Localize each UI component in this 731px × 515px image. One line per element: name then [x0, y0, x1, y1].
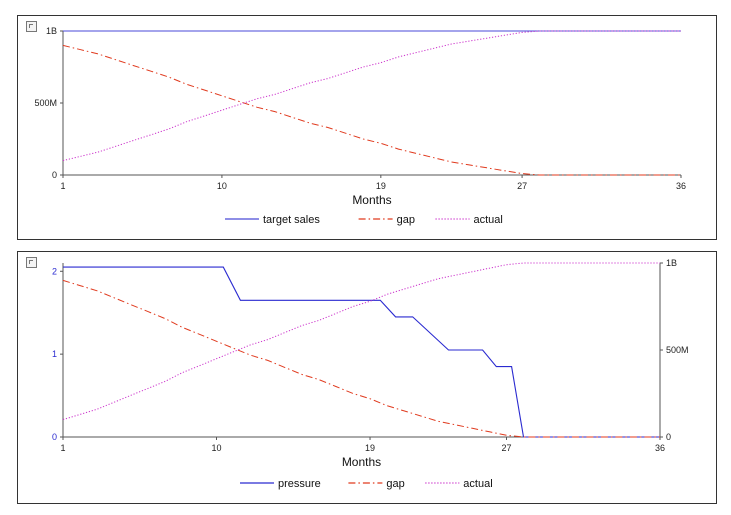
x-tick-label: 19 [365, 443, 375, 453]
legend-label: gap [386, 478, 404, 490]
x-axis-label: Months [352, 193, 391, 207]
x-tick-label: 1 [60, 443, 65, 453]
y-tick-label: 0 [52, 432, 57, 442]
x-tick-label: 1 [60, 181, 65, 191]
chart-panel-2: 1 10 19 27 36 Months 0 1 2 0 500M 1B pressure gap actu… [17, 251, 717, 504]
x-tick-label: 36 [655, 443, 665, 453]
y-tick-label: 500M [34, 98, 57, 108]
y-tick-label: 1B [46, 26, 57, 36]
y-right-tick-label: 1B [666, 258, 677, 268]
legend-label: actual [463, 478, 492, 490]
x-tick-label: 10 [217, 181, 227, 191]
x-tick-label: 10 [212, 443, 222, 453]
x-axis-label: Months [342, 455, 381, 469]
legend-label: pressure [278, 478, 321, 490]
panel-menu-icon[interactable] [26, 21, 37, 32]
legend-label: actual [474, 214, 503, 226]
x-tick-label: 27 [517, 181, 527, 191]
panel-menu-icon[interactable] [26, 257, 37, 268]
chart-1: 1 10 19 27 36 Months 0 500M 1B target sales gap act… [34, 26, 686, 226]
chart-panel-1: 1 10 19 27 36 Months 0 500M 1B target sales gap act… [17, 15, 717, 240]
series-line-actual [62, 262, 660, 421]
x-tick-label: 36 [676, 181, 686, 191]
y-tick-label: 2 [52, 266, 57, 276]
y-tick-label: 0 [52, 170, 57, 180]
series-line-gap [62, 44, 681, 176]
y-tick-label: 1 [52, 349, 57, 359]
legend-label: target sales [263, 214, 320, 226]
y-right-tick-label: 500M [666, 345, 689, 355]
legend-label: gap [397, 214, 415, 226]
x-tick-label: 27 [501, 443, 511, 453]
series-line-gap [62, 279, 660, 438]
x-tick-label: 19 [376, 181, 386, 191]
y-right-tick-label: 0 [666, 432, 671, 442]
series-line-pressure [63, 266, 660, 438]
